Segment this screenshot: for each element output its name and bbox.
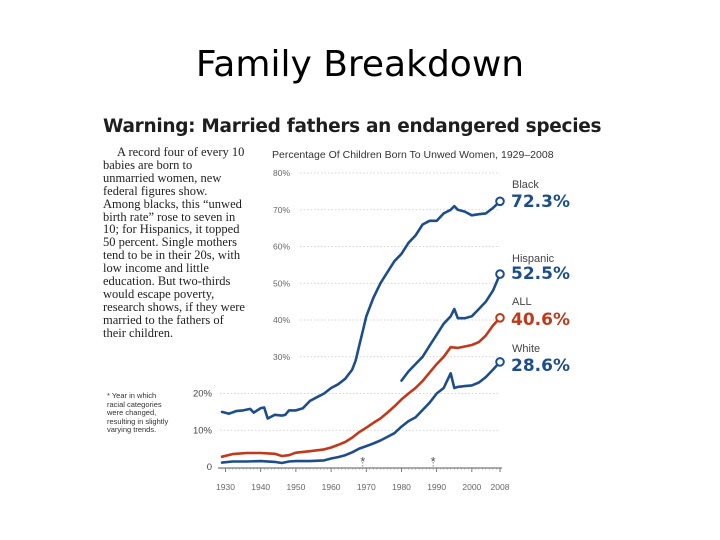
series-line-white (220, 360, 502, 465)
series-name-all: ALL (512, 296, 532, 308)
y-tick-label: 20% (193, 389, 213, 400)
series-endpoint-all (495, 312, 505, 323)
article-body: A record four of every 10 babies are bor… (103, 145, 245, 340)
y-tick-label: 30% (273, 352, 290, 362)
series-endpoint-hispanic (495, 269, 505, 279)
series-value-all: 40.6% (511, 310, 570, 330)
series-name-white: White (512, 343, 540, 355)
article-headline: Warning: Married fathers an endangered s… (103, 116, 602, 137)
x-tick-label: 1940 (251, 482, 270, 492)
y-tick-label: 60% (273, 242, 290, 252)
series-endpoint-white (495, 357, 505, 367)
x-tick-label: 1990 (427, 482, 446, 492)
x-tick-label: 2008 (491, 482, 510, 492)
y-tick-label: 0 (207, 462, 212, 473)
series-line-all (220, 316, 502, 458)
asterisk-marker: * (431, 454, 436, 469)
y-tick-label: 10% (193, 425, 213, 436)
x-tick-label: 1970 (357, 482, 376, 492)
x-tick-label: 1930 (216, 482, 235, 492)
slide-title: Family Breakdown (195, 44, 525, 85)
series-value-black: 72.3% (511, 192, 570, 212)
x-tick-label: 2000 (462, 482, 481, 492)
series-name-hispanic: Hispanic (512, 253, 555, 265)
series-name-black: Black (512, 179, 539, 191)
y-tick-label: 70% (273, 205, 290, 215)
series-value-white: 28.6% (511, 356, 570, 376)
y-tick-label: 50% (273, 278, 290, 288)
series-line-hispanic (400, 272, 502, 382)
series-endpoint-black (495, 196, 505, 207)
x-tick-label: 1960 (322, 482, 341, 492)
series-line-black (220, 200, 502, 420)
x-tick-label: 1950 (286, 482, 305, 492)
chart-subtitle: Percentage Of Children Born To Unwed Wom… (272, 149, 554, 161)
y-tick-label: 40% (273, 315, 290, 325)
y-tick-label: 80% (273, 168, 290, 178)
asterisk-marker: * (360, 454, 365, 469)
series-value-hispanic: 52.5% (511, 264, 570, 284)
x-tick-label: 1980 (392, 482, 411, 492)
footnote: * Year in which racial categories were c… (107, 391, 169, 435)
